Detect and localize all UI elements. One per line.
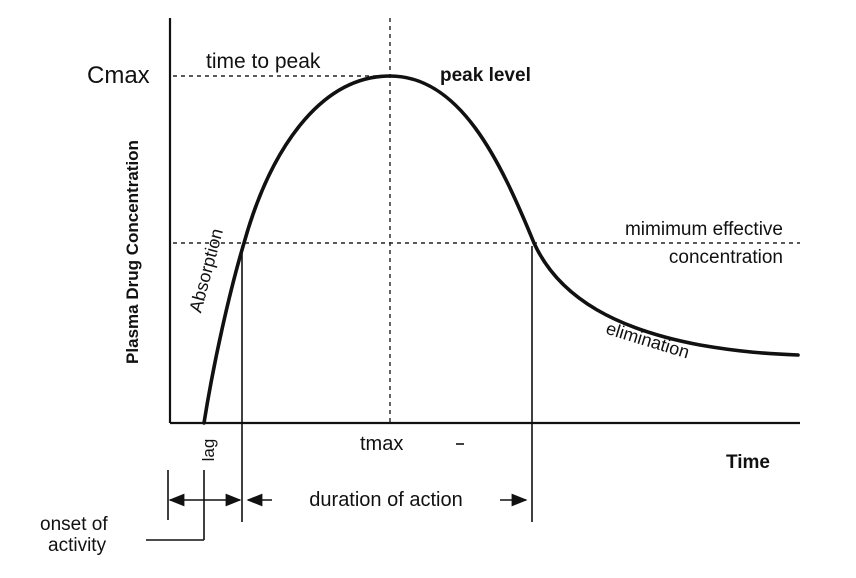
concentration-curve <box>202 74 800 425</box>
lag-label: lag <box>199 439 218 462</box>
elimination-label: elimination <box>604 318 692 362</box>
cmax-label: Cmax <box>87 62 150 89</box>
y-axis-label: Plasma Drug Concentration <box>123 140 142 364</box>
absorption-label: Absorption <box>185 226 227 314</box>
mec-label-line2: concentration <box>669 247 783 268</box>
onset-label-line1: onset of <box>40 514 108 535</box>
duration-label: duration of action <box>309 489 462 511</box>
onset-label-line2: activity <box>48 535 107 556</box>
time-to-peak-label: time to peak <box>206 50 321 73</box>
mec-label-line1: mimimum effective <box>625 219 783 240</box>
peak-level-label: peak level <box>440 65 531 86</box>
x-axis-label: Time <box>726 452 770 473</box>
tmax-label: tmax <box>360 433 403 455</box>
